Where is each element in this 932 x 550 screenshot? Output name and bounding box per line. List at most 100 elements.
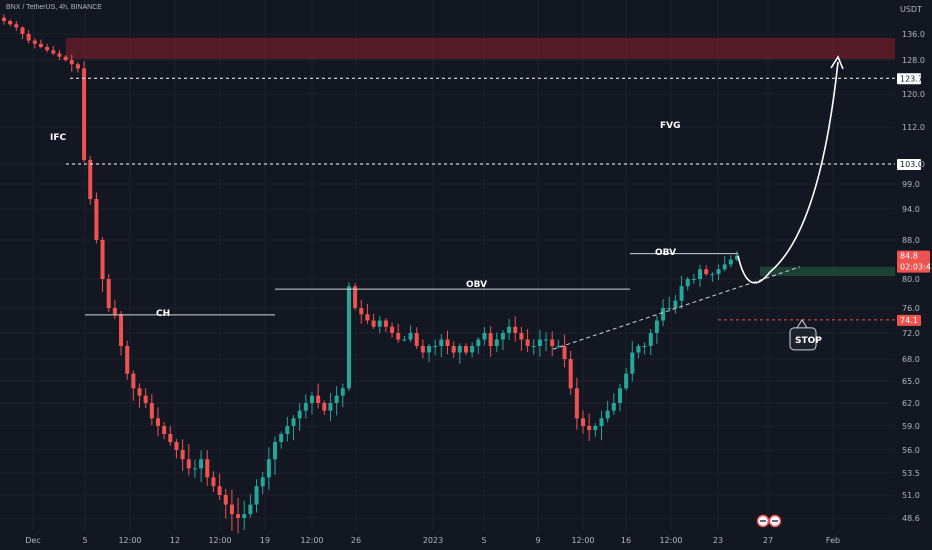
candle-body	[8, 21, 13, 25]
x-tick-label: 27	[763, 536, 773, 545]
candle-body	[390, 326, 395, 333]
candle-body	[698, 269, 703, 279]
candle-body	[346, 286, 351, 389]
candle-body	[254, 486, 259, 505]
candle-body	[544, 339, 549, 341]
candle-body	[75, 64, 80, 69]
candle-body	[155, 418, 160, 426]
x-tick-label: 5	[481, 536, 486, 545]
x-tick-label: 12:00	[118, 536, 141, 545]
candle-body	[476, 339, 481, 346]
y-tick-label: 120.0	[902, 90, 925, 99]
x-tick-label: 5	[82, 536, 87, 545]
candle-body	[32, 40, 37, 44]
candle-body	[14, 24, 19, 28]
projection-arrowhead	[830, 55, 844, 70]
candle-body	[371, 320, 376, 327]
candle-body	[642, 346, 647, 347]
annotation-ifc: IFC	[50, 133, 66, 143]
candle-body	[297, 410, 302, 419]
candle-body	[451, 346, 456, 353]
candle-body	[82, 68, 87, 160]
y-tick-label: 80.0	[902, 275, 920, 284]
y-tick-label: 99.0	[902, 180, 920, 189]
candle-body	[260, 477, 265, 487]
candle-body	[414, 333, 419, 346]
y-tick-label: 76.0	[902, 304, 920, 313]
candle-body	[519, 333, 524, 340]
candle-body	[556, 346, 561, 347]
candle-body	[537, 339, 542, 346]
currency-label: USDT	[900, 5, 922, 14]
x-tick-label: Dec	[25, 536, 40, 545]
candle-body	[199, 459, 204, 469]
x-tick-label: 2023	[423, 536, 443, 545]
candle-body	[248, 504, 253, 515]
event-flag-icon-glyph	[772, 520, 778, 522]
candle-body	[63, 56, 68, 60]
candle-body	[396, 333, 401, 340]
candle-body	[710, 274, 715, 276]
candle-body	[648, 333, 653, 346]
candle-body	[617, 388, 622, 403]
x-tick-label: 12:00	[208, 536, 231, 545]
candle-body	[722, 264, 727, 270]
price-marker-84.8	[897, 250, 930, 273]
candle-body	[279, 434, 284, 442]
candle-body	[408, 333, 413, 340]
candle-body	[205, 459, 210, 478]
x-tick-label: 12	[170, 536, 180, 545]
symbol-label: BNX / TetherUS, 4h, BINANCE	[6, 4, 102, 11]
candle-body	[309, 395, 314, 403]
candle-body	[716, 269, 721, 275]
candle-body	[593, 426, 598, 430]
candle-body	[149, 403, 154, 419]
candle-body	[242, 514, 247, 518]
candle-body	[531, 346, 536, 347]
candle-body	[217, 486, 222, 495]
candle-body	[605, 410, 610, 419]
candle-body	[2, 17, 6, 21]
y-tick-label: 88.0	[902, 236, 920, 245]
candle-body	[630, 352, 635, 374]
demand-zone	[760, 266, 895, 277]
candle-body	[445, 339, 450, 346]
candle-body	[88, 159, 93, 199]
candle-body	[322, 403, 327, 411]
y-tick-label: 51.0	[902, 491, 920, 500]
candle-body	[192, 468, 197, 470]
candle-body	[316, 395, 321, 403]
candle-body	[106, 279, 111, 308]
candle-body	[353, 286, 358, 308]
candle-body	[119, 314, 124, 346]
candle-body	[433, 346, 438, 347]
candle-body	[704, 269, 709, 275]
candle-body	[186, 459, 191, 469]
candle-body	[402, 339, 407, 341]
annotation-fvg: FVG	[660, 121, 681, 131]
candle-body	[383, 320, 388, 327]
candle-body	[162, 426, 167, 434]
candle-body	[285, 426, 290, 434]
candle-body	[291, 418, 296, 426]
candle-body	[636, 346, 641, 353]
y-tick-label: 72.0	[902, 329, 920, 338]
x-tick-label: 19	[260, 536, 270, 545]
candle-body	[654, 320, 659, 333]
candle-body	[488, 333, 493, 346]
projection-arrow	[737, 61, 839, 284]
candle-body	[525, 339, 530, 346]
y-tick-label: 128.0	[902, 56, 925, 65]
candle-body	[673, 300, 678, 308]
candle-body	[494, 339, 499, 346]
y-tick-label: 53.5	[902, 469, 920, 478]
y-tick-label: 136.0	[902, 30, 925, 39]
candle-body	[574, 388, 579, 419]
candle-body	[174, 442, 179, 450]
x-tick-label: 23	[713, 536, 723, 545]
candle-body	[599, 418, 604, 426]
candle-body	[266, 459, 271, 478]
candle-body	[359, 308, 364, 315]
candle-body	[420, 346, 425, 353]
